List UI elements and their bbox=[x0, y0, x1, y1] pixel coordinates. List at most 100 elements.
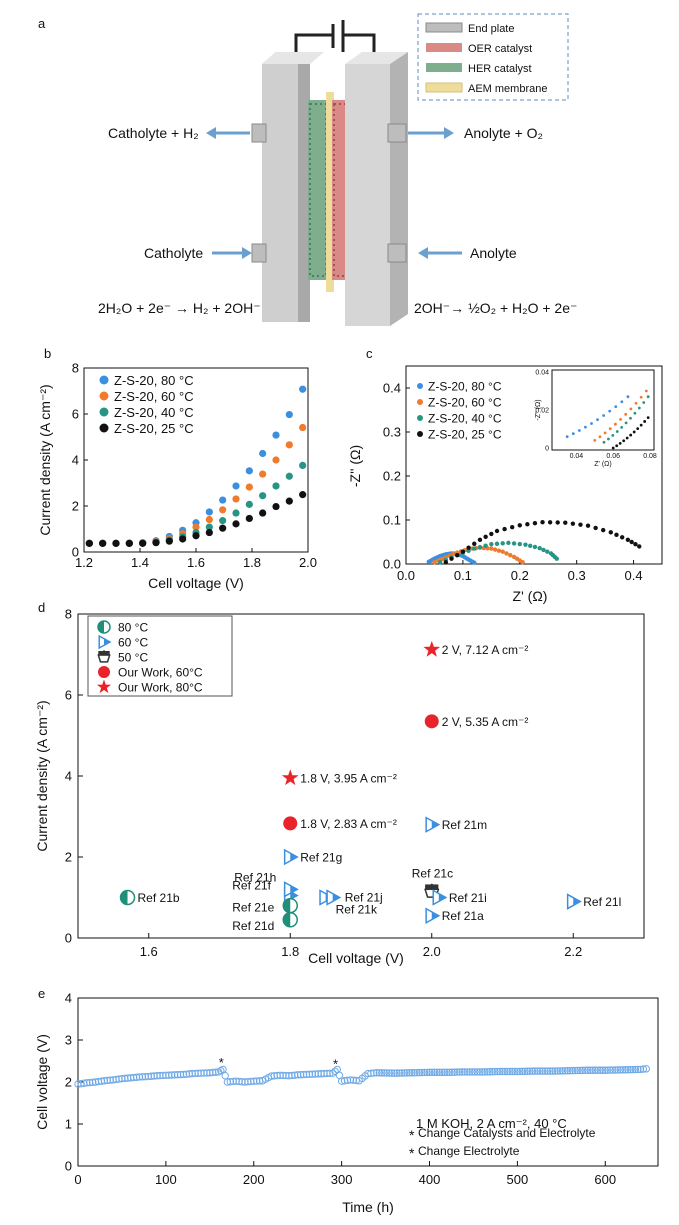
data-point bbox=[179, 1070, 188, 1079]
data-point bbox=[383, 1069, 391, 1077]
data-point bbox=[191, 1069, 199, 1078]
equation-anode: 2OH⁻→ ½O₂ + H₂O + 2e⁻ bbox=[414, 300, 577, 316]
data-point bbox=[516, 1067, 524, 1076]
data-point-2 bbox=[477, 544, 483, 550]
data-point-3 bbox=[219, 524, 227, 532]
data-point bbox=[573, 1066, 582, 1075]
data-point-0 bbox=[285, 410, 293, 419]
inset-point-1 bbox=[598, 435, 602, 439]
inset-x-tick-label: 0.06 bbox=[606, 453, 620, 460]
inset-point-2 bbox=[624, 421, 628, 425]
data-point bbox=[460, 1068, 469, 1076]
data-point bbox=[563, 1067, 572, 1075]
data-point-3 bbox=[125, 539, 133, 547]
panel-e-note-electrolyte: Change Electrolyte bbox=[418, 1144, 520, 1158]
data-point-star bbox=[281, 769, 299, 786]
panel-e-note-star-red: * bbox=[409, 1127, 415, 1143]
legend-box bbox=[87, 615, 233, 697]
legend-marker-halfcircle-fill bbox=[98, 621, 104, 633]
y-tick-label: 2 bbox=[72, 499, 79, 514]
data-point bbox=[375, 1069, 383, 1077]
data-point bbox=[388, 1069, 396, 1077]
panel-d-benchmark: d 1.6 1.8 2.0 2.2 0 2 4 6 8 2 V, 7.12 A cm⁻² 2 V, … bbox=[34, 600, 645, 966]
data-point-triangle-fill bbox=[438, 893, 446, 902]
arrow-catholyte-out-head bbox=[206, 127, 216, 139]
data-point bbox=[311, 1070, 319, 1078]
data-point-3 bbox=[509, 524, 515, 530]
data-point-triangle-fill bbox=[332, 893, 340, 902]
data-point bbox=[299, 1070, 308, 1079]
data-point bbox=[463, 1068, 471, 1076]
x-tick-label: 0 bbox=[74, 1172, 81, 1187]
data-point-triangle-fill bbox=[290, 885, 298, 894]
legend-label-1: Z-S-20, 60 °C bbox=[428, 396, 502, 410]
legend-label: 50 °C bbox=[118, 651, 148, 665]
data-point bbox=[546, 1067, 554, 1075]
data-point bbox=[528, 1067, 537, 1075]
panel-e-label: e bbox=[38, 986, 45, 1001]
data-point-1 bbox=[520, 560, 525, 565]
data-point bbox=[288, 1071, 296, 1080]
legend-marker-2 bbox=[417, 415, 423, 421]
data-point-3 bbox=[152, 539, 160, 547]
data-point bbox=[370, 1069, 378, 1077]
data-point bbox=[118, 1074, 126, 1083]
data-point bbox=[443, 1068, 451, 1077]
data-point bbox=[599, 1066, 607, 1074]
data-point bbox=[378, 1069, 386, 1077]
data-point-3 bbox=[466, 545, 471, 550]
data-point bbox=[395, 1069, 404, 1077]
x-tick-label: 1.6 bbox=[140, 944, 158, 959]
y-tick-label: 2 bbox=[65, 1075, 72, 1090]
data-point bbox=[571, 1066, 579, 1075]
data-point bbox=[483, 1068, 491, 1076]
data-point-3 bbox=[555, 520, 560, 525]
data-point bbox=[121, 1074, 129, 1083]
data-label: Ref 21i bbox=[449, 891, 487, 905]
panel-a-label: a bbox=[38, 16, 46, 31]
x-tick-label: 100 bbox=[155, 1172, 177, 1187]
data-point bbox=[393, 1069, 401, 1077]
data-point bbox=[132, 1073, 141, 1081]
arrow-anolyte-out-head bbox=[444, 127, 454, 139]
data-point bbox=[420, 1068, 429, 1077]
data-point-3 bbox=[232, 520, 240, 528]
legend-marker-1 bbox=[417, 399, 423, 405]
data-point bbox=[556, 1067, 564, 1075]
panel-c-label: c bbox=[366, 346, 373, 361]
data-point-triangle-fill bbox=[290, 891, 298, 900]
data-point-3 bbox=[494, 528, 500, 534]
data-point-3 bbox=[85, 539, 93, 547]
data-label: 2 V, 5.35 A cm⁻² bbox=[442, 715, 529, 729]
data-point-3 bbox=[99, 539, 107, 547]
data-point bbox=[83, 1079, 91, 1087]
data-point bbox=[405, 1069, 414, 1077]
data-point bbox=[346, 1076, 355, 1084]
y-tick-label: 0 bbox=[65, 1159, 72, 1174]
data-point bbox=[619, 1066, 627, 1074]
data-point-3 bbox=[585, 523, 591, 528]
data-label: Ref 21l bbox=[583, 895, 621, 909]
data-point-triangle-fill bbox=[290, 853, 298, 861]
legend-label-3: Z-S-20, 25 °C bbox=[428, 428, 502, 442]
data-point-3 bbox=[179, 535, 187, 543]
data-point bbox=[481, 1068, 489, 1076]
data-label: Ref 21b bbox=[138, 891, 180, 905]
x-tick-label: 1.8 bbox=[281, 944, 299, 959]
data-point bbox=[438, 1068, 446, 1077]
panel-c-inset-xlabel: Z' (Ω) bbox=[594, 461, 611, 468]
data-label: Ref 21c bbox=[412, 866, 453, 880]
inset-point-2 bbox=[629, 416, 632, 420]
data-point-3 bbox=[608, 530, 613, 535]
data-point-halfcircle-fill bbox=[120, 890, 128, 905]
data-point-halfcircle-fill bbox=[283, 898, 291, 913]
data-point bbox=[127, 1074, 135, 1082]
data-point-0 bbox=[232, 482, 240, 490]
data-point-1 bbox=[504, 551, 509, 556]
inset-y-tick-label: 0.04 bbox=[535, 370, 549, 377]
data-point bbox=[596, 1066, 604, 1074]
legend-swatch-oer bbox=[426, 43, 462, 52]
data-point bbox=[425, 1068, 434, 1077]
label-catholyte-h2: Catholyte + H₂ bbox=[108, 125, 199, 141]
data-point bbox=[486, 1068, 494, 1076]
